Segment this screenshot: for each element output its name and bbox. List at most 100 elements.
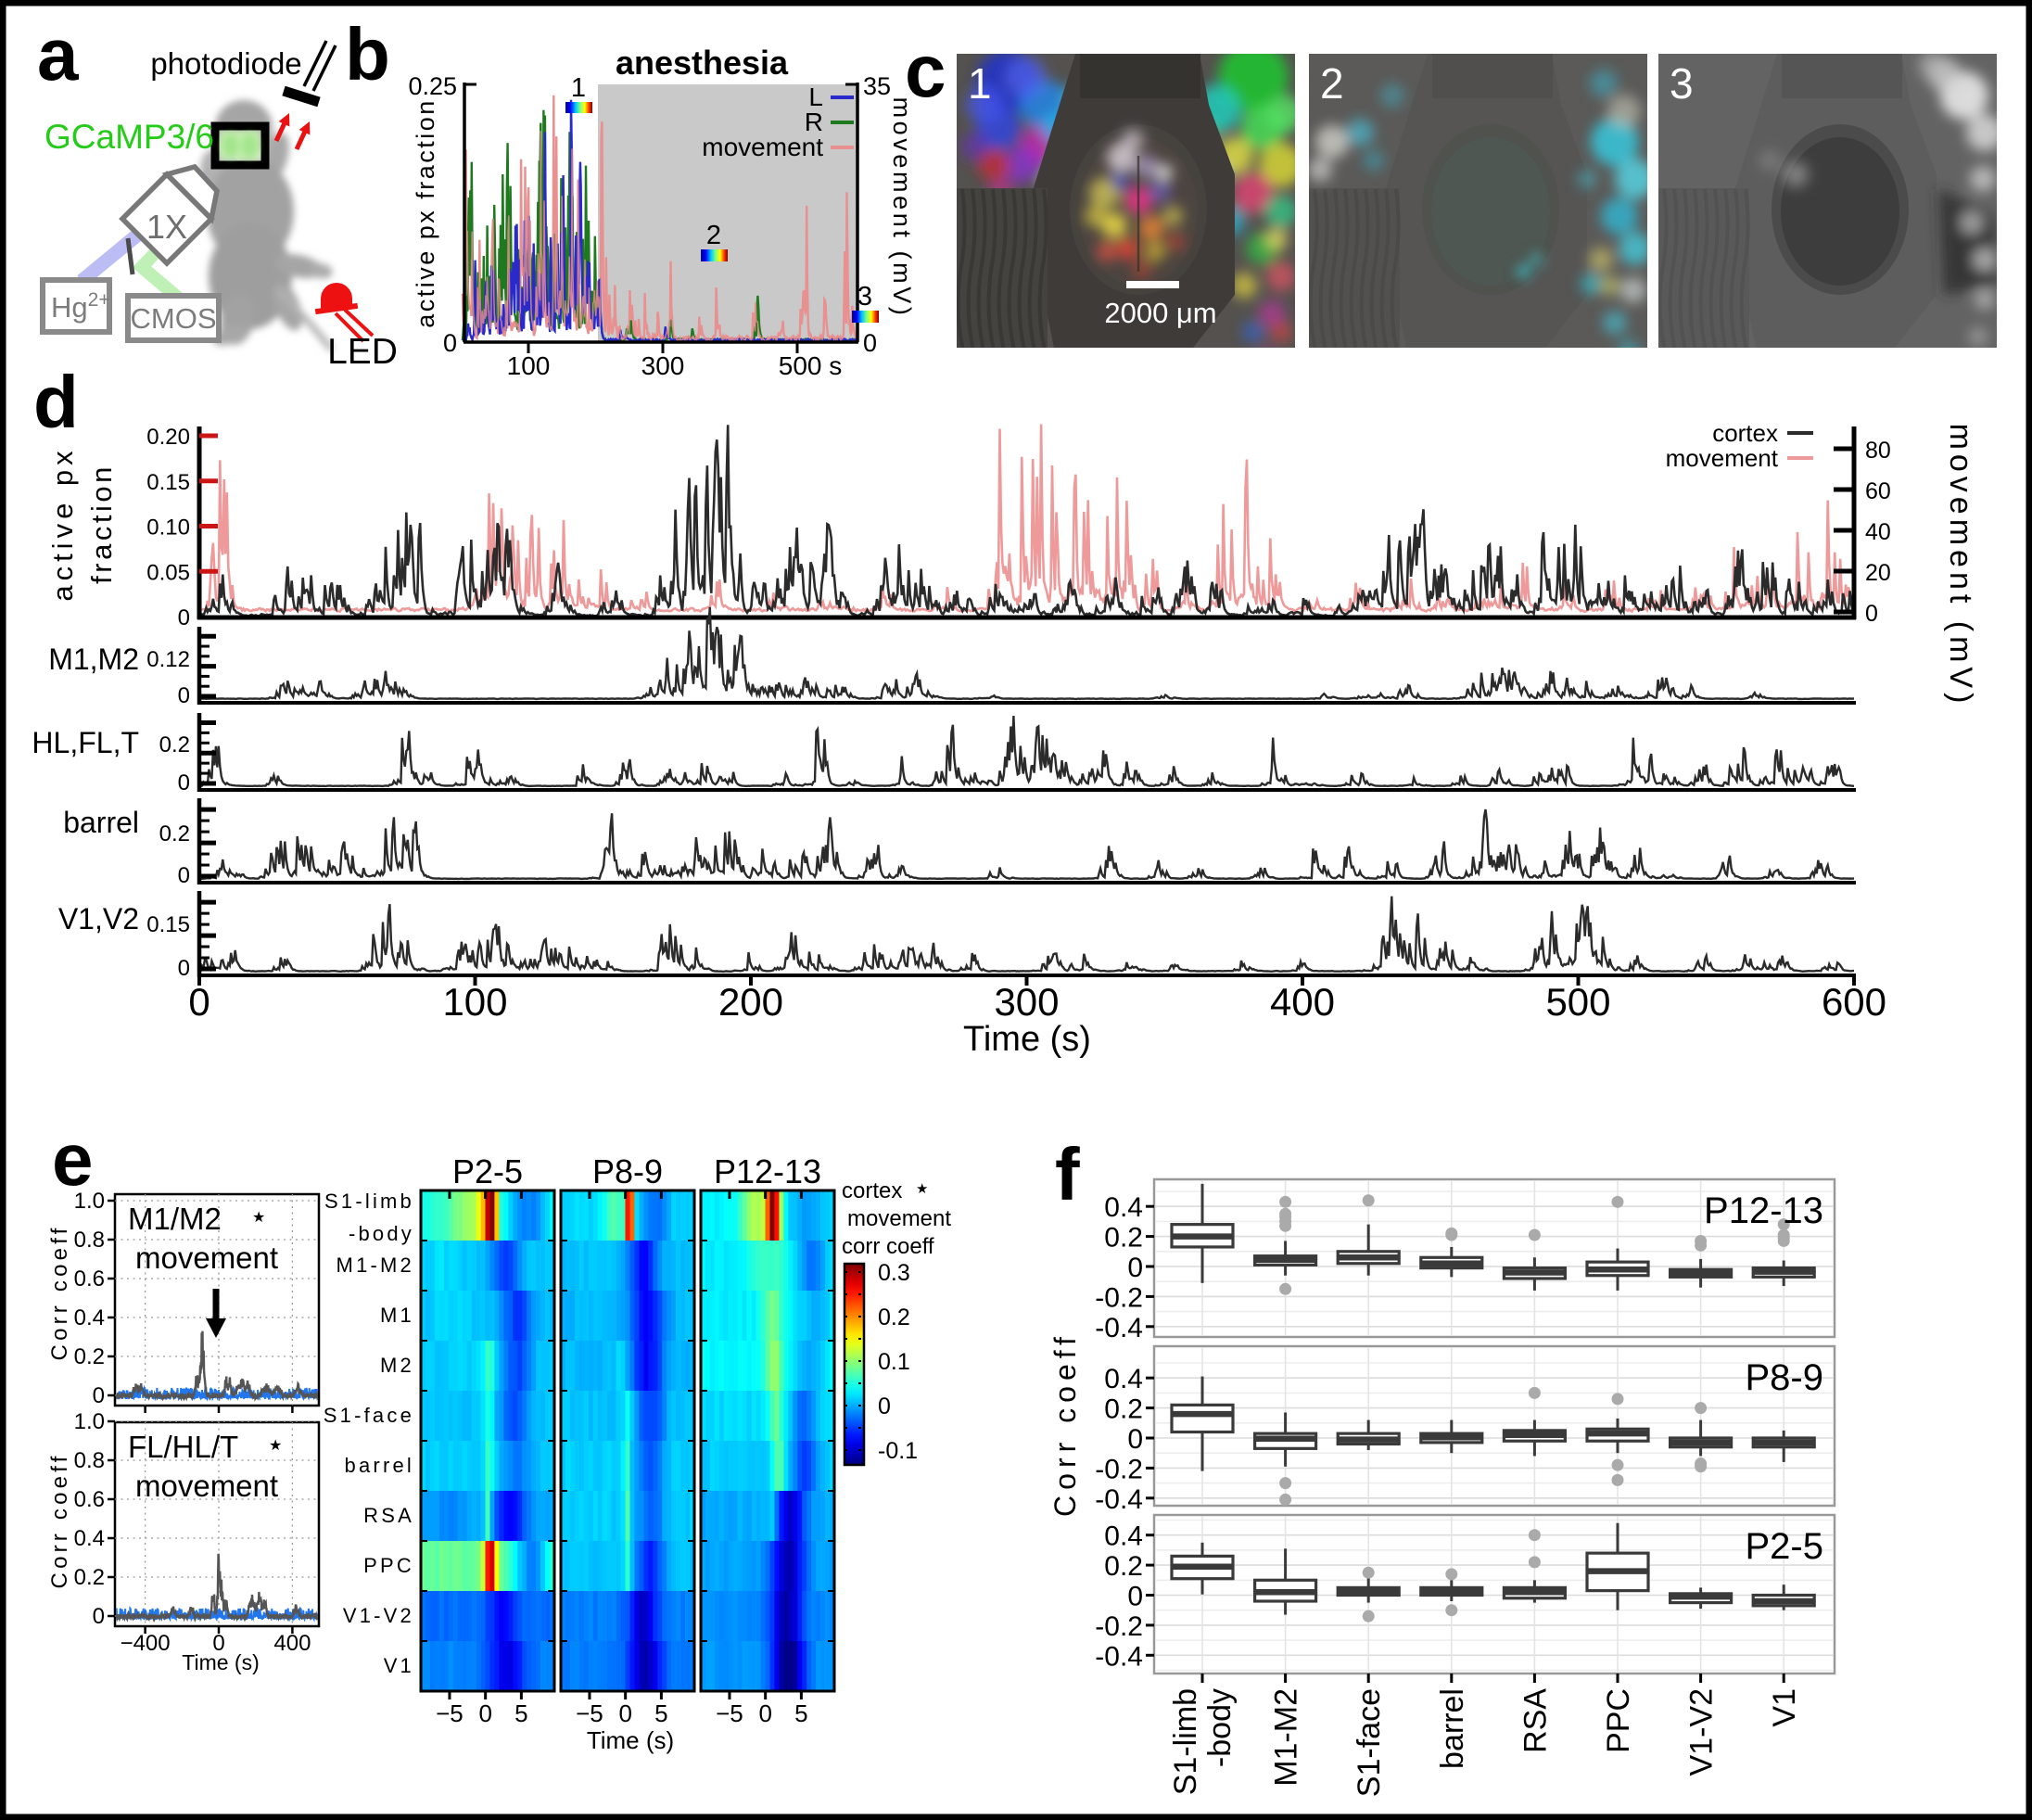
svg-text:−5: −5 [576,1699,603,1727]
svg-text:Time (s): Time (s) [963,1020,1091,1059]
svg-text:R: R [805,108,823,136]
svg-text:0.1: 0.1 [878,1349,910,1375]
svg-text:PPC: PPC [363,1554,414,1577]
svg-text:0: 0 [178,956,190,981]
svg-text:0.2: 0.2 [159,732,190,757]
svg-text:V1: V1 [1767,1688,1802,1727]
svg-text:f: f [1055,1133,1080,1215]
svg-text:0: 0 [178,770,190,795]
svg-text:1: 1 [968,59,992,108]
svg-text:cortex: cortex [842,1178,902,1203]
svg-text:M1-M2: M1-M2 [1269,1688,1304,1787]
svg-text:-0.4: -0.4 [1095,1313,1143,1343]
svg-text:GCaMP3/6: GCaMP3/6 [44,118,214,156]
svg-text:a: a [37,13,79,95]
svg-text:0: 0 [443,329,457,357]
svg-text:-0.1: -0.1 [878,1438,918,1464]
svg-text:S1-limb: S1-limb [1168,1688,1203,1795]
svg-text:Time (s): Time (s) [182,1650,259,1674]
svg-text:0.2: 0.2 [1104,1394,1143,1425]
svg-text:corr coeff: corr coeff [842,1234,934,1259]
svg-text:c: c [905,30,946,112]
svg-text:barrel: barrel [345,1454,414,1477]
svg-text:movement: movement [702,133,823,161]
svg-text:M1: M1 [380,1304,414,1327]
svg-text:V1-V2: V1-V2 [343,1604,414,1627]
svg-text:movement (mV): movement (mV) [1943,424,1978,708]
svg-text:0.15: 0.15 [146,470,190,495]
svg-text:active px fraction: active px fraction [412,98,439,328]
svg-text:0: 0 [1127,1253,1143,1283]
svg-text:0.4: 0.4 [1104,1364,1143,1394]
svg-text:S1-limb: S1-limb [324,1190,414,1213]
svg-text:400: 400 [273,1631,311,1656]
svg-text:0.8: 0.8 [74,1228,105,1253]
svg-text:5: 5 [794,1699,807,1727]
svg-text:80: 80 [1865,438,1891,464]
svg-text:300: 300 [641,351,685,380]
svg-text:0: 0 [212,1631,224,1656]
svg-text:3: 3 [1670,59,1694,108]
svg-text:movement: movement [847,1206,951,1231]
svg-text:photodiode: photodiode [150,46,301,81]
svg-text:0.2: 0.2 [878,1305,910,1330]
svg-text:0: 0 [618,1699,631,1727]
svg-text:0: 0 [758,1699,771,1727]
svg-text:0.15: 0.15 [146,912,190,937]
svg-text:2: 2 [1320,59,1344,108]
svg-text:0.4: 0.4 [74,1526,105,1551]
svg-text:Corr coeff: Corr coeff [47,1225,72,1361]
svg-text:V1: V1 [384,1654,414,1677]
svg-text:60: 60 [1865,478,1891,504]
svg-text:b: b [345,13,390,95]
svg-text:-0.2: -0.2 [1095,1611,1143,1642]
svg-text:★: ★ [269,1438,282,1454]
svg-text:0.10: 0.10 [146,515,190,541]
svg-text:0.6: 0.6 [74,1266,105,1292]
svg-text:V1,V2: V1,V2 [58,902,139,935]
svg-text:V1-V2: V1-V2 [1684,1688,1720,1776]
svg-text:movement: movement [135,1241,278,1275]
svg-text:400: 400 [1270,980,1335,1024]
svg-text:P8-9: P8-9 [1746,1357,1824,1398]
svg-text:0: 0 [178,605,190,630]
svg-text:0.4: 0.4 [74,1305,105,1330]
svg-text:M1,M2: M1,M2 [48,643,139,676]
svg-text:PPC: PPC [1601,1688,1636,1753]
svg-text:300: 300 [994,980,1059,1024]
svg-text:barrel: barrel [1435,1688,1470,1769]
svg-text:0.4: 0.4 [1104,1521,1143,1552]
svg-text:-0.4: -0.4 [1095,1641,1143,1672]
svg-text:−400: −400 [121,1631,171,1656]
svg-text:P2-5: P2-5 [1746,1526,1824,1567]
svg-text:-0.2: -0.2 [1095,1454,1143,1484]
svg-text:LED: LED [327,332,398,372]
svg-text:0.2: 0.2 [1104,1551,1143,1582]
svg-text:CMOS: CMOS [131,302,217,335]
svg-text:P12-13: P12-13 [1704,1190,1823,1231]
svg-text:0.8: 0.8 [74,1448,105,1473]
svg-text:3: 3 [857,282,872,312]
svg-text:-0.4: -0.4 [1095,1484,1143,1515]
svg-text:L: L [808,83,823,111]
svg-text:P2-5: P2-5 [452,1152,523,1190]
svg-text:0: 0 [1127,1424,1143,1455]
svg-text:S1-face: S1-face [324,1404,414,1427]
svg-text:0.3: 0.3 [878,1260,910,1286]
svg-text:500: 500 [1545,980,1610,1024]
svg-text:fraction: fraction [85,464,118,584]
svg-text:RSA: RSA [1518,1688,1553,1753]
svg-text:600: 600 [1822,980,1886,1024]
svg-text:HL,FL,T: HL,FL,T [32,726,139,759]
svg-text:0.2: 0.2 [74,1565,105,1590]
svg-text:0: 0 [1127,1582,1143,1612]
svg-text:P12-13: P12-13 [714,1152,821,1190]
svg-text:barrel: barrel [63,806,139,839]
svg-text:1: 1 [571,73,586,103]
svg-text:0: 0 [1865,601,1878,627]
svg-text:movement: movement [135,1469,278,1503]
svg-text:S1-face: S1-face [1352,1688,1387,1797]
svg-text:20: 20 [1865,560,1891,586]
svg-text:movement (mV): movement (mV) [888,97,916,319]
svg-text:movement: movement [1666,444,1779,472]
